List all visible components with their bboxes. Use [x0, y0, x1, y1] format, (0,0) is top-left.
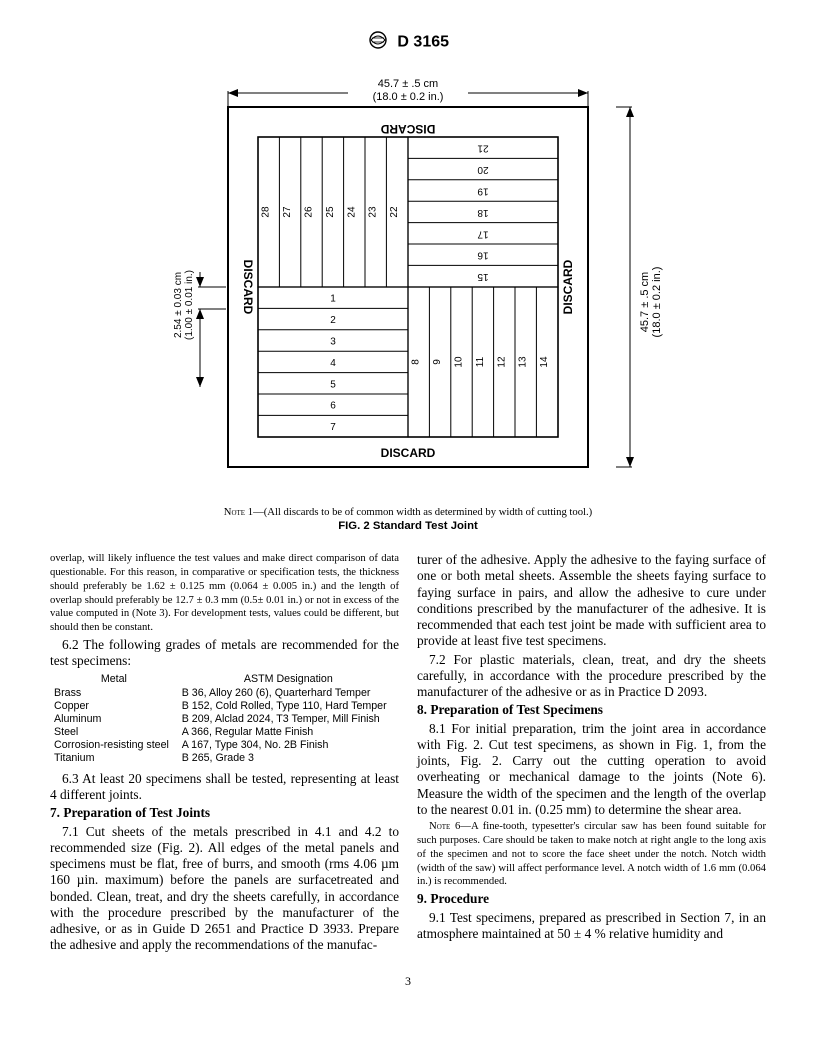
head-9: 9. Procedure	[417, 891, 766, 907]
para-7-1b: turer of the adhesive. Apply the adhesiv…	[417, 552, 766, 650]
lbl-24: 24	[346, 206, 357, 218]
body-columns: overlap, will likely influence the test …	[50, 552, 766, 954]
dim-strip-cm: 2.54 ± 0.03 cm	[173, 272, 184, 338]
lbl-16: 16	[477, 250, 489, 261]
lbl-17: 17	[477, 228, 489, 239]
para-6-2: 6.2 The following grades of metals are r…	[50, 637, 399, 670]
td-astm: B 36, Alloy 260 (6), Quarterhard Temper	[178, 687, 399, 700]
td-astm: A 366, Regular Matte Finish	[178, 726, 399, 739]
discard-right: DISCARD	[561, 259, 575, 314]
lbl-14: 14	[539, 356, 550, 368]
lbl-5: 5	[330, 379, 336, 390]
lbl-3: 3	[330, 337, 336, 348]
head-7: 7. Preparation of Test Joints	[50, 805, 399, 821]
lbl-20: 20	[477, 164, 489, 175]
lbl-28: 28	[261, 206, 272, 218]
note-label: Note	[224, 507, 245, 518]
para-7-2: 7.2 For plastic materials, clean, treat,…	[417, 652, 766, 701]
para-9-1: 9.1 Test specimens, prepared as prescrib…	[417, 910, 766, 943]
para-7-1: 7.1 Cut sheets of the metals prescribed …	[50, 824, 399, 954]
lbl-2: 2	[330, 315, 336, 326]
lbl-18: 18	[477, 207, 489, 218]
td-astm: B 152, Cold Rolled, Type 110, Hard Tempe…	[178, 700, 399, 713]
figure-note: Note 1—(All discards to be of common wid…	[50, 507, 766, 518]
para-6-3: 6.3 At least 20 specimens shall be teste…	[50, 771, 399, 804]
th-metal: Metal	[50, 672, 178, 687]
figure-svg: 45.7 ± .5 cm (18.0 ± 0.2 in.) 45.7 ± .5 …	[148, 67, 668, 497]
para-8-1: 8.1 For initial preparation, trim the jo…	[417, 721, 766, 819]
td-metal: Corrosion-resisting steel	[50, 739, 178, 752]
page-number: 3	[50, 974, 766, 989]
lbl-9: 9	[432, 359, 443, 365]
note-text: —(All discards to be of common width as …	[253, 507, 592, 518]
dim-width-in: (18.0 ± 0.2 in.)	[373, 91, 444, 103]
lbl-4: 4	[330, 358, 336, 369]
figure-caption: FIG. 2 Standard Test Joint	[50, 520, 766, 532]
dim-strip-in: (1.00 ± 0.01 in.)	[184, 270, 195, 340]
note6-label: Note	[429, 821, 450, 832]
lbl-23: 23	[368, 206, 379, 218]
lbl-19: 19	[477, 186, 489, 197]
discard-left: DISCARD	[241, 260, 255, 315]
lbl-21: 21	[477, 143, 489, 154]
dim-height-cm: 45.7 ± .5 cm	[639, 272, 651, 332]
discard-bottom: DISCARD	[381, 446, 436, 460]
td-metal: Brass	[50, 687, 178, 700]
lbl-15: 15	[477, 271, 489, 282]
lbl-26: 26	[304, 206, 315, 218]
td-astm: A 167, Type 304, No. 2B Finish	[178, 739, 399, 752]
dim-width-cm: 45.7 ± .5 cm	[378, 78, 438, 90]
lbl-8: 8	[411, 359, 422, 365]
lbl-25: 25	[325, 206, 336, 218]
note-6: Note 6—A fine-tooth, typesetter's circul…	[417, 820, 766, 889]
td-metal: Aluminum	[50, 713, 178, 726]
para-carryover: overlap, will likely influence the test …	[50, 552, 399, 635]
lbl-11: 11	[475, 356, 486, 367]
note6-text: —A fine-tooth, typesetter's circular saw…	[417, 821, 766, 887]
td-astm: B 265, Grade 3	[178, 752, 399, 765]
metals-table: Metal ASTM Designation BrassB 36, Alloy …	[50, 672, 399, 765]
th-astm: ASTM Designation	[178, 672, 399, 687]
head-8: 8. Preparation of Test Specimens	[417, 702, 766, 718]
lbl-10: 10	[454, 356, 465, 368]
lbl-27: 27	[282, 206, 293, 218]
lbl-7: 7	[330, 422, 336, 433]
figure-2: 45.7 ± .5 cm (18.0 ± 0.2 in.) 45.7 ± .5 …	[50, 67, 766, 532]
astm-logo	[367, 30, 389, 55]
lbl-1: 1	[330, 294, 336, 305]
doc-header: D 3165	[50, 30, 766, 55]
dim-height-in: (18.0 ± 0.2 in.)	[651, 267, 663, 338]
doc-designation: D 3165	[397, 34, 449, 51]
lbl-6: 6	[330, 401, 336, 412]
discard-top: DISCARD	[380, 122, 435, 136]
lbl-22: 22	[389, 206, 400, 218]
td-astm: B 209, Alclad 2024, T3 Temper, Mill Fini…	[178, 713, 399, 726]
td-metal: Steel	[50, 726, 178, 739]
lbl-12: 12	[496, 356, 507, 368]
lbl-13: 13	[518, 356, 529, 368]
td-metal: Titanium	[50, 752, 178, 765]
td-metal: Copper	[50, 700, 178, 713]
